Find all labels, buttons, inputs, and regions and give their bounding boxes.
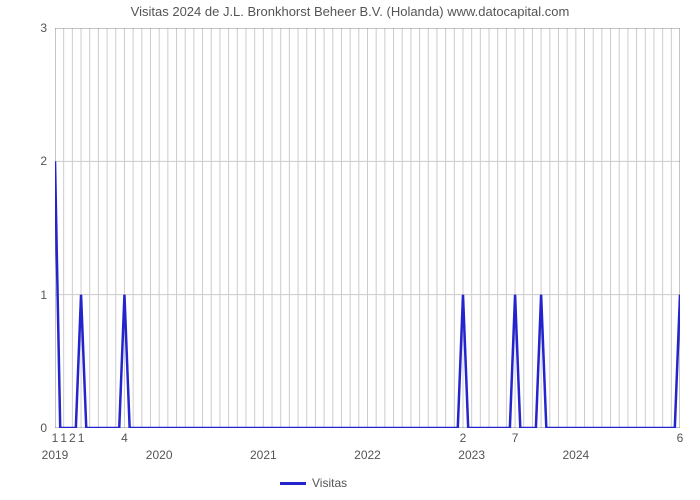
data-point-label: 4: [121, 431, 128, 445]
x-tick-label: 2021: [250, 448, 277, 462]
legend-label: Visitas: [312, 476, 347, 490]
x-tick-label: 2019: [42, 448, 69, 462]
data-point-label: 2: [69, 431, 76, 445]
legend-swatch: [280, 482, 306, 485]
data-point-label: 1: [52, 431, 59, 445]
data-point-label: 1: [60, 431, 67, 445]
x-tick-label: 2022: [354, 448, 381, 462]
data-point-label: 1: [78, 431, 85, 445]
y-tick-label: 0: [0, 421, 47, 435]
y-tick-label: 3: [0, 21, 47, 35]
legend: Visitas: [280, 476, 347, 490]
data-point-label: 7: [512, 431, 519, 445]
x-tick-label: 2023: [458, 448, 485, 462]
x-tick-label: 2024: [562, 448, 589, 462]
data-point-label: 2: [460, 431, 467, 445]
y-tick-label: 1: [0, 288, 47, 302]
plot-area: [55, 28, 680, 428]
data-point-label: 6: [677, 431, 684, 445]
chart-container: Visitas 2024 de J.L. Bronkhorst Beheer B…: [0, 0, 700, 500]
y-tick-label: 2: [0, 154, 47, 168]
x-tick-label: 2020: [146, 448, 173, 462]
chart-title: Visitas 2024 de J.L. Bronkhorst Beheer B…: [0, 4, 700, 19]
